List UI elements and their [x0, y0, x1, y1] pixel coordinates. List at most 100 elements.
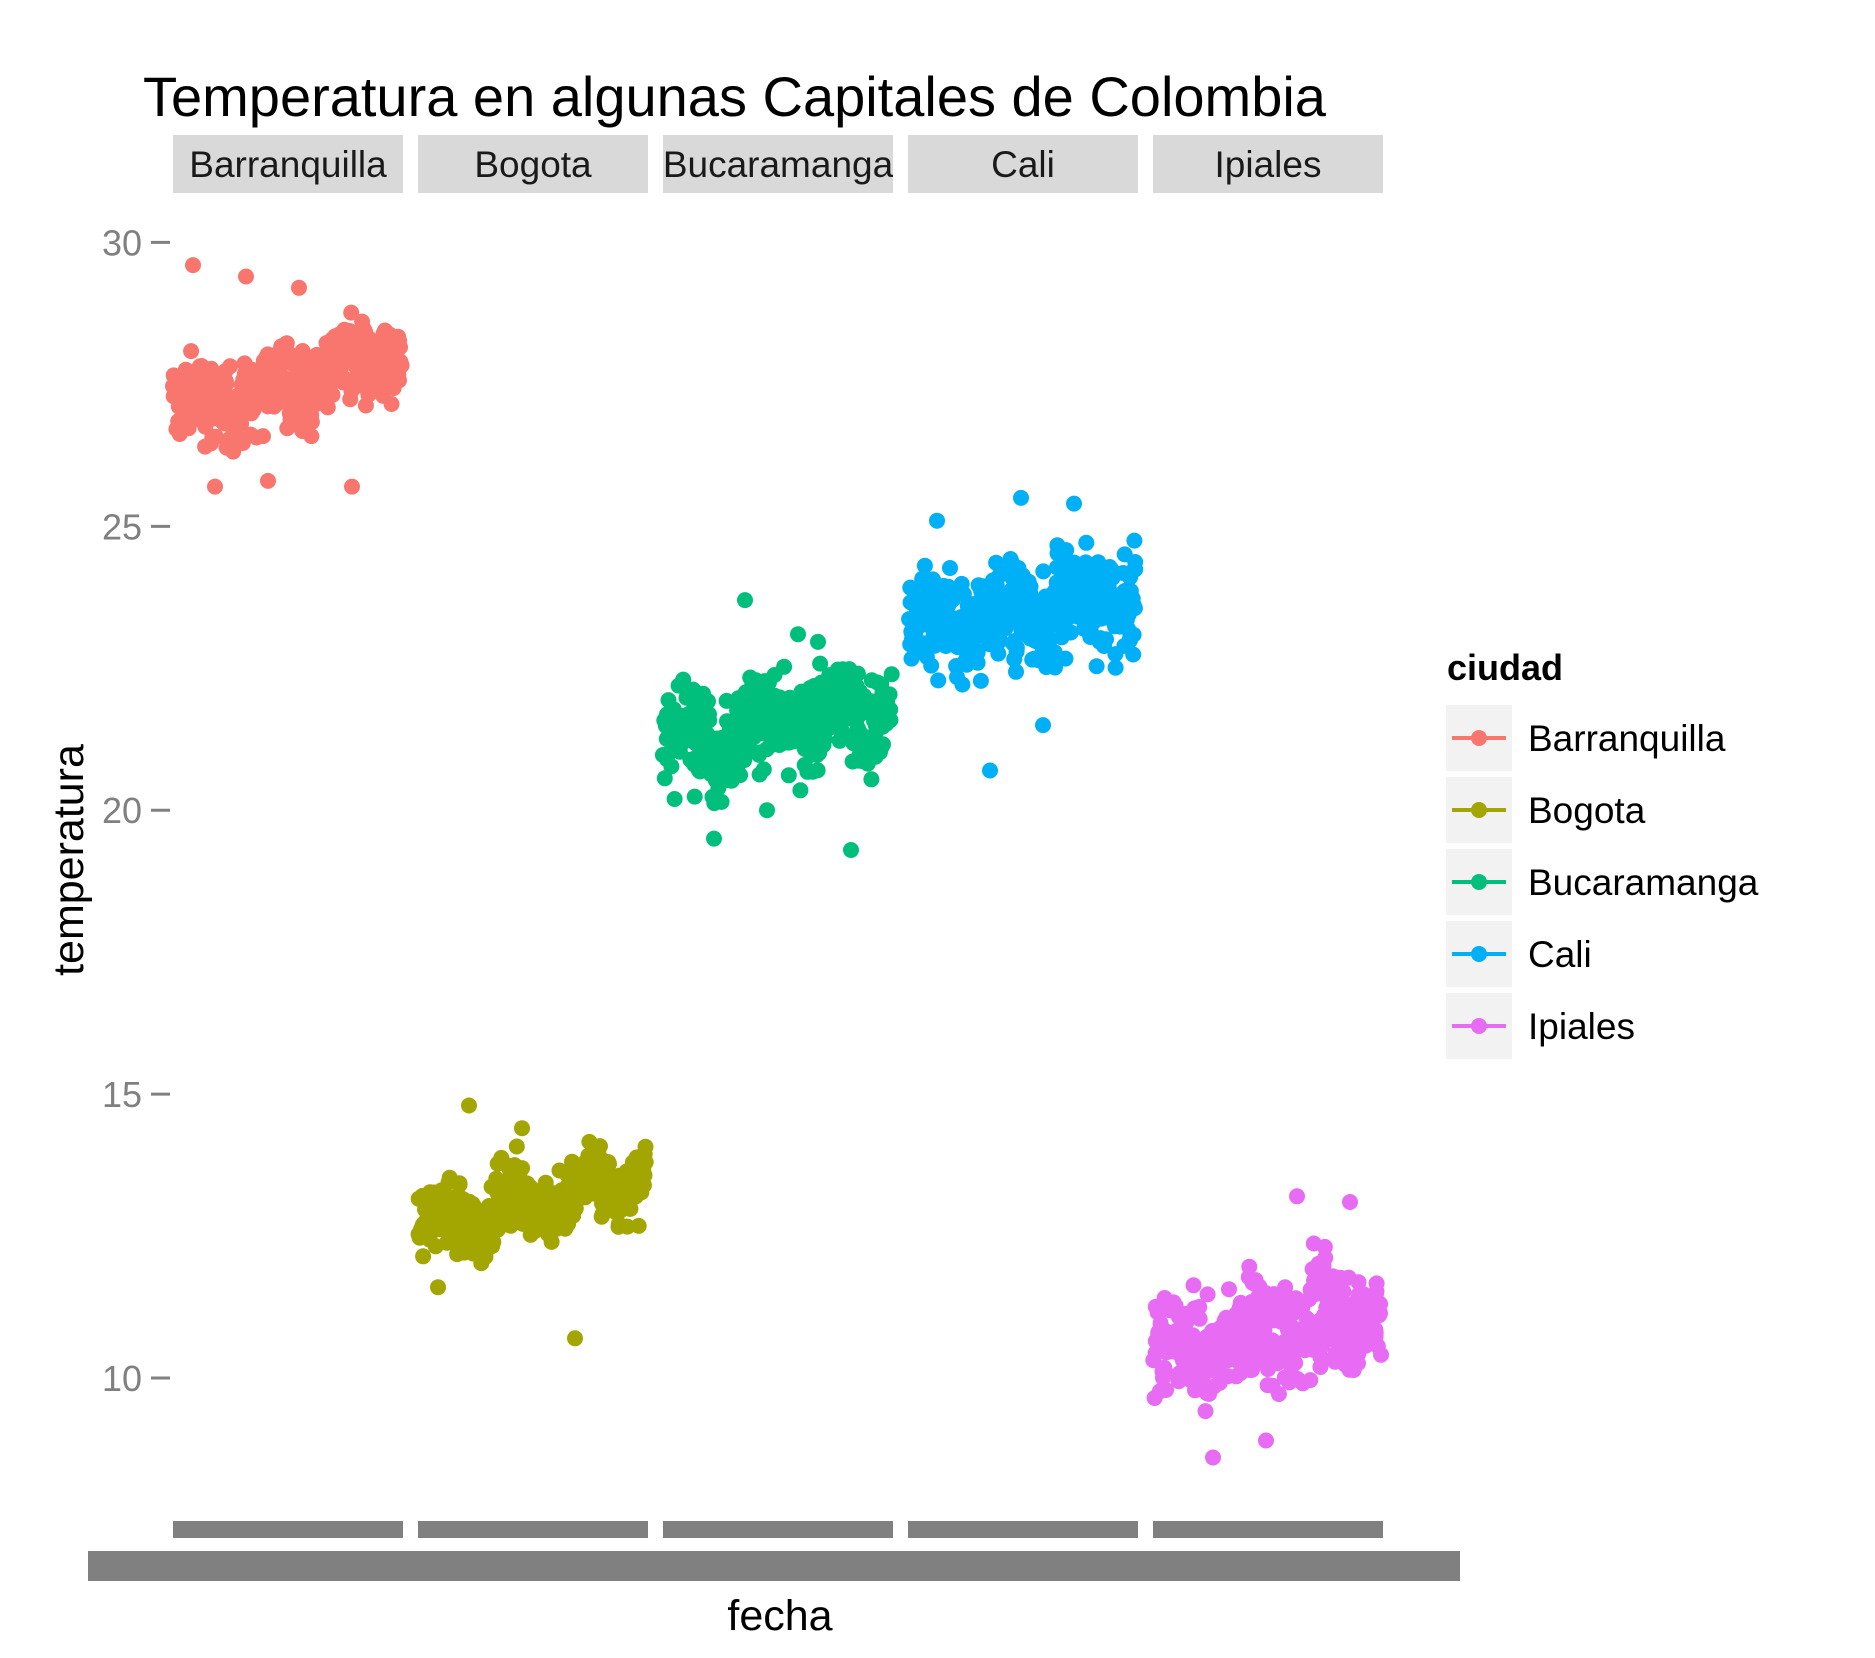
data-point — [260, 472, 276, 489]
legend-key-point — [1471, 946, 1487, 962]
data-point — [736, 752, 753, 769]
data-point — [988, 554, 1005, 571]
data-point — [780, 767, 797, 784]
legend: ciudad Barranquilla Bogota Bucaramanga Cali… — [1446, 647, 1759, 1059]
data-point — [1158, 1382, 1174, 1398]
data-point — [1241, 1258, 1258, 1275]
data-point — [1165, 1294, 1182, 1311]
data-point — [1119, 611, 1135, 628]
data-point — [343, 304, 360, 321]
data-point — [1289, 1188, 1305, 1205]
x-tick-marks — [173, 1521, 403, 1538]
data-point — [1302, 1372, 1319, 1389]
data-point — [1205, 1449, 1221, 1466]
data-point — [1191, 1299, 1208, 1315]
data-point — [1158, 1365, 1175, 1382]
data-point — [1035, 563, 1052, 580]
legend-item-bogota: Bogota — [1446, 777, 1646, 843]
data-point — [1125, 646, 1142, 663]
y-tick-label: 20 — [102, 790, 142, 831]
data-point — [1098, 631, 1114, 648]
data-point — [972, 672, 989, 689]
facet-bucaramanga: Bucaramanga — [654, 135, 900, 858]
facet-strip-label: Ipiales — [1215, 144, 1322, 185]
data-point — [1078, 534, 1095, 551]
data-point — [1047, 659, 1063, 676]
data-point — [1342, 1194, 1358, 1210]
facet-strip — [663, 135, 893, 193]
x-axis-label: fecha — [727, 1592, 832, 1640]
data-point — [883, 666, 900, 683]
chart-title: Temperatura en algunas Capitales de Colo… — [143, 65, 1327, 128]
data-point — [355, 319, 371, 336]
data-point — [882, 712, 899, 728]
data-point — [1008, 663, 1024, 680]
data-point — [1258, 1432, 1274, 1449]
facet-panels: Barranquilla Bogota Bucaramanga Cali Ipiales — [165, 135, 1389, 1466]
data-point — [514, 1120, 530, 1137]
legend-label: Barranquilla — [1528, 718, 1726, 759]
data-point — [879, 695, 896, 711]
data-point — [461, 1097, 477, 1114]
data-point — [1185, 1277, 1202, 1294]
data-point — [392, 339, 408, 356]
data-point — [1008, 643, 1025, 660]
data-point — [1191, 1310, 1208, 1327]
legend-key-point — [1471, 730, 1487, 746]
data-point — [700, 710, 717, 727]
data-point — [1199, 1286, 1216, 1303]
x-tick-marks — [908, 1521, 1138, 1538]
legend-label: Ipiales — [1528, 1006, 1635, 1047]
facet-strip — [908, 135, 1138, 193]
facet-strip-label: Barranquilla — [189, 144, 387, 185]
data-point — [630, 1217, 647, 1234]
data-point — [843, 842, 859, 858]
data-point — [207, 428, 224, 445]
data-point — [849, 665, 866, 682]
x-tick-marks — [418, 1521, 648, 1538]
data-point — [255, 428, 271, 445]
data-point — [303, 414, 320, 430]
x-tick-marks — [663, 1521, 893, 1538]
data-point — [700, 693, 716, 710]
data-point — [790, 626, 806, 643]
data-point — [415, 1248, 432, 1265]
facet-strip — [418, 135, 648, 193]
data-point — [666, 791, 683, 807]
data-point — [232, 415, 249, 432]
data-point — [278, 335, 295, 352]
data-point — [600, 1154, 617, 1171]
data-point — [514, 1160, 531, 1177]
data-point — [942, 560, 958, 576]
data-point — [1178, 1314, 1195, 1331]
data-point — [636, 1146, 653, 1162]
data-point — [319, 399, 336, 416]
x-axis — [88, 1521, 1460, 1581]
x-tick-marks — [1153, 1521, 1383, 1538]
y-tick-label: 25 — [102, 506, 142, 547]
data-point — [1057, 650, 1074, 667]
legend-label: Bucaramanga — [1528, 862, 1759, 903]
legend-title: ciudad — [1447, 647, 1563, 688]
data-point — [543, 1233, 560, 1250]
data-point — [183, 343, 200, 360]
data-point — [990, 645, 1007, 662]
data-point — [713, 793, 730, 810]
y-axis: 10 15 20 25 30 — [102, 222, 170, 1399]
facet-strip — [1153, 135, 1383, 193]
y-tick-label: 10 — [102, 1358, 142, 1399]
data-point — [812, 655, 829, 672]
data-point — [383, 396, 400, 412]
data-point — [916, 557, 933, 574]
data-point — [303, 428, 320, 445]
data-point — [929, 512, 945, 529]
data-point — [1125, 626, 1142, 643]
facet-strip-label: Cali — [991, 144, 1055, 185]
data-point — [1066, 495, 1082, 512]
facet-barranquilla: Barranquilla — [165, 135, 410, 495]
y-tick-label: 15 — [102, 1074, 142, 1115]
data-point — [1127, 561, 1144, 578]
data-point — [207, 478, 223, 495]
data-point — [390, 366, 407, 383]
